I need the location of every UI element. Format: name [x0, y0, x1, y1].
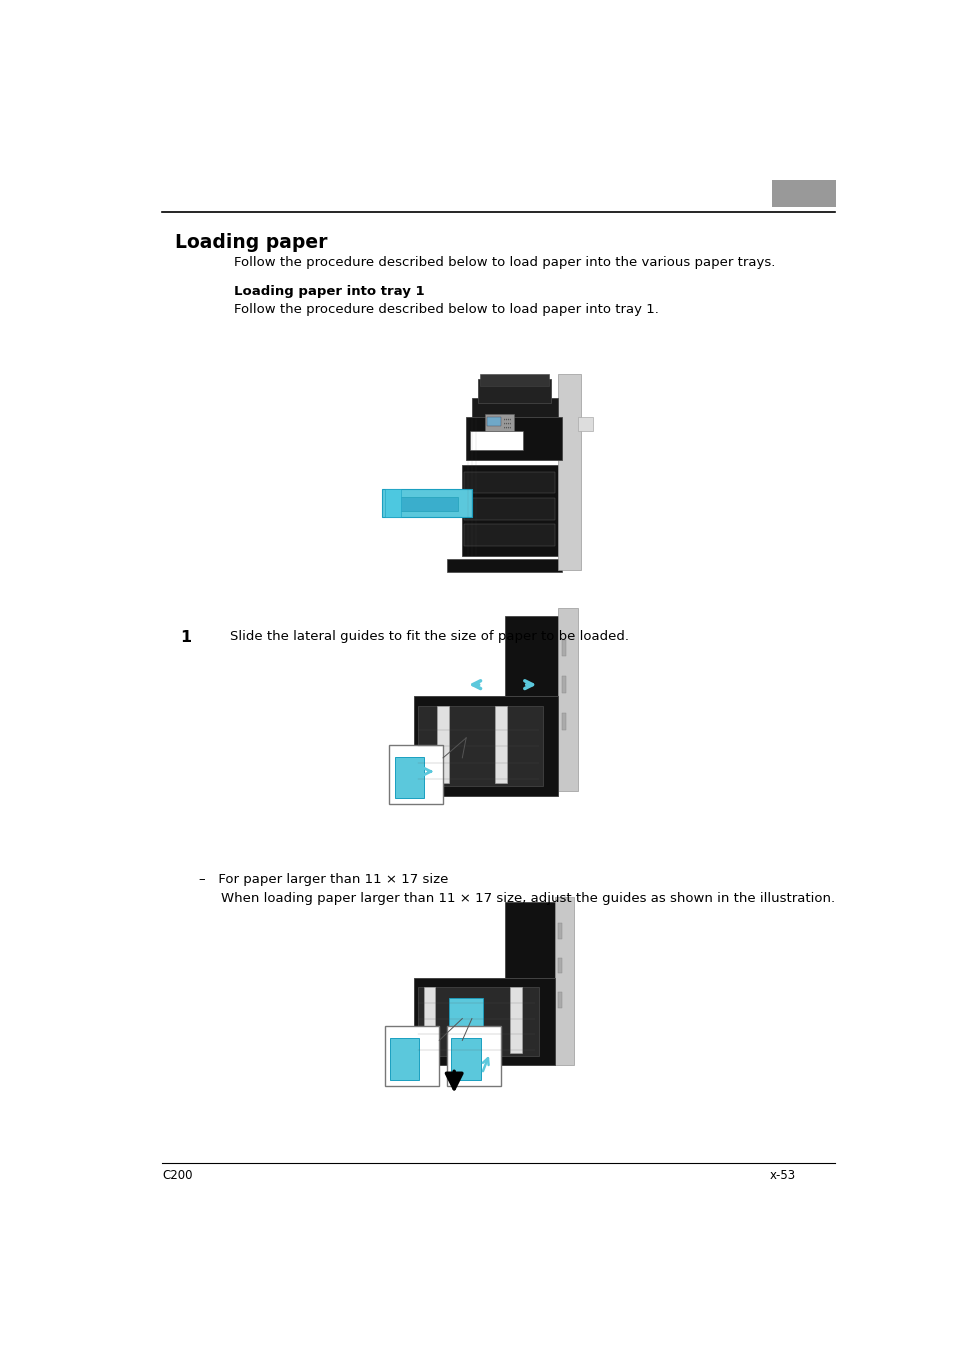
Circle shape [507, 427, 509, 428]
Bar [464, 472, 554, 493]
Text: Loading paper into tray 1: Loading paper into tray 1 [233, 285, 424, 297]
Bar [446, 559, 561, 572]
Text: C200: C200 [162, 1169, 193, 1181]
Text: When loading paper larger than 11 × 17 size, adjust the guides as shown in the i: When loading paper larger than 11 × 17 s… [221, 892, 835, 904]
Text: Follow the procedure described below to load paper into the various paper trays.: Follow the procedure described below to … [233, 255, 775, 269]
Circle shape [505, 423, 507, 424]
Text: –   For paper larger than 11 × 17 size: – For paper larger than 11 × 17 size [199, 873, 448, 886]
Bar [417, 706, 542, 786]
Text: x-53: x-53 [769, 1169, 795, 1181]
Bar [561, 676, 565, 693]
Bar [495, 706, 506, 783]
Bar [771, 180, 835, 207]
Bar [577, 417, 593, 431]
Bar [446, 1026, 500, 1085]
Bar [504, 902, 558, 987]
Bar [470, 431, 522, 451]
Bar [504, 617, 561, 707]
Bar [558, 923, 561, 940]
Circle shape [505, 427, 507, 428]
Bar [436, 706, 448, 783]
Bar [448, 998, 483, 1026]
Text: Slide the lateral guides to fit the size of paper to be loaded.: Slide the lateral guides to fit the size… [230, 629, 628, 643]
Circle shape [505, 418, 507, 420]
Bar [464, 498, 554, 520]
Circle shape [503, 427, 505, 428]
Circle shape [503, 418, 505, 420]
Circle shape [509, 427, 511, 428]
Bar [558, 992, 561, 1007]
Bar [385, 1026, 438, 1085]
Polygon shape [381, 489, 472, 517]
Bar [561, 640, 565, 656]
Bar [464, 524, 554, 545]
Circle shape [507, 418, 509, 420]
Bar [423, 987, 435, 1053]
Bar [385, 489, 400, 517]
Text: Follow the procedure described below to load paper into tray 1.: Follow the procedure described below to … [233, 304, 658, 316]
Bar [561, 713, 565, 729]
Text: 1: 1 [180, 629, 191, 645]
Text: Loading paper: Loading paper [174, 232, 327, 251]
Circle shape [503, 423, 505, 424]
Bar [466, 417, 561, 460]
Bar [479, 374, 548, 386]
Circle shape [509, 423, 511, 424]
Bar [472, 398, 558, 417]
Bar [558, 957, 561, 973]
Bar [485, 414, 514, 431]
Bar [417, 987, 538, 1056]
Bar [477, 378, 550, 402]
Bar [389, 745, 442, 805]
Bar [451, 1038, 480, 1080]
Bar [414, 977, 554, 1065]
Circle shape [509, 418, 511, 420]
Bar [510, 987, 521, 1053]
Bar [462, 464, 558, 556]
Bar [558, 608, 577, 791]
Bar [414, 697, 558, 796]
Bar [487, 417, 500, 427]
Bar [390, 1038, 419, 1080]
Circle shape [507, 423, 509, 424]
Bar [554, 896, 573, 1065]
Bar [558, 374, 581, 570]
Bar [389, 497, 458, 512]
Bar [395, 756, 424, 798]
